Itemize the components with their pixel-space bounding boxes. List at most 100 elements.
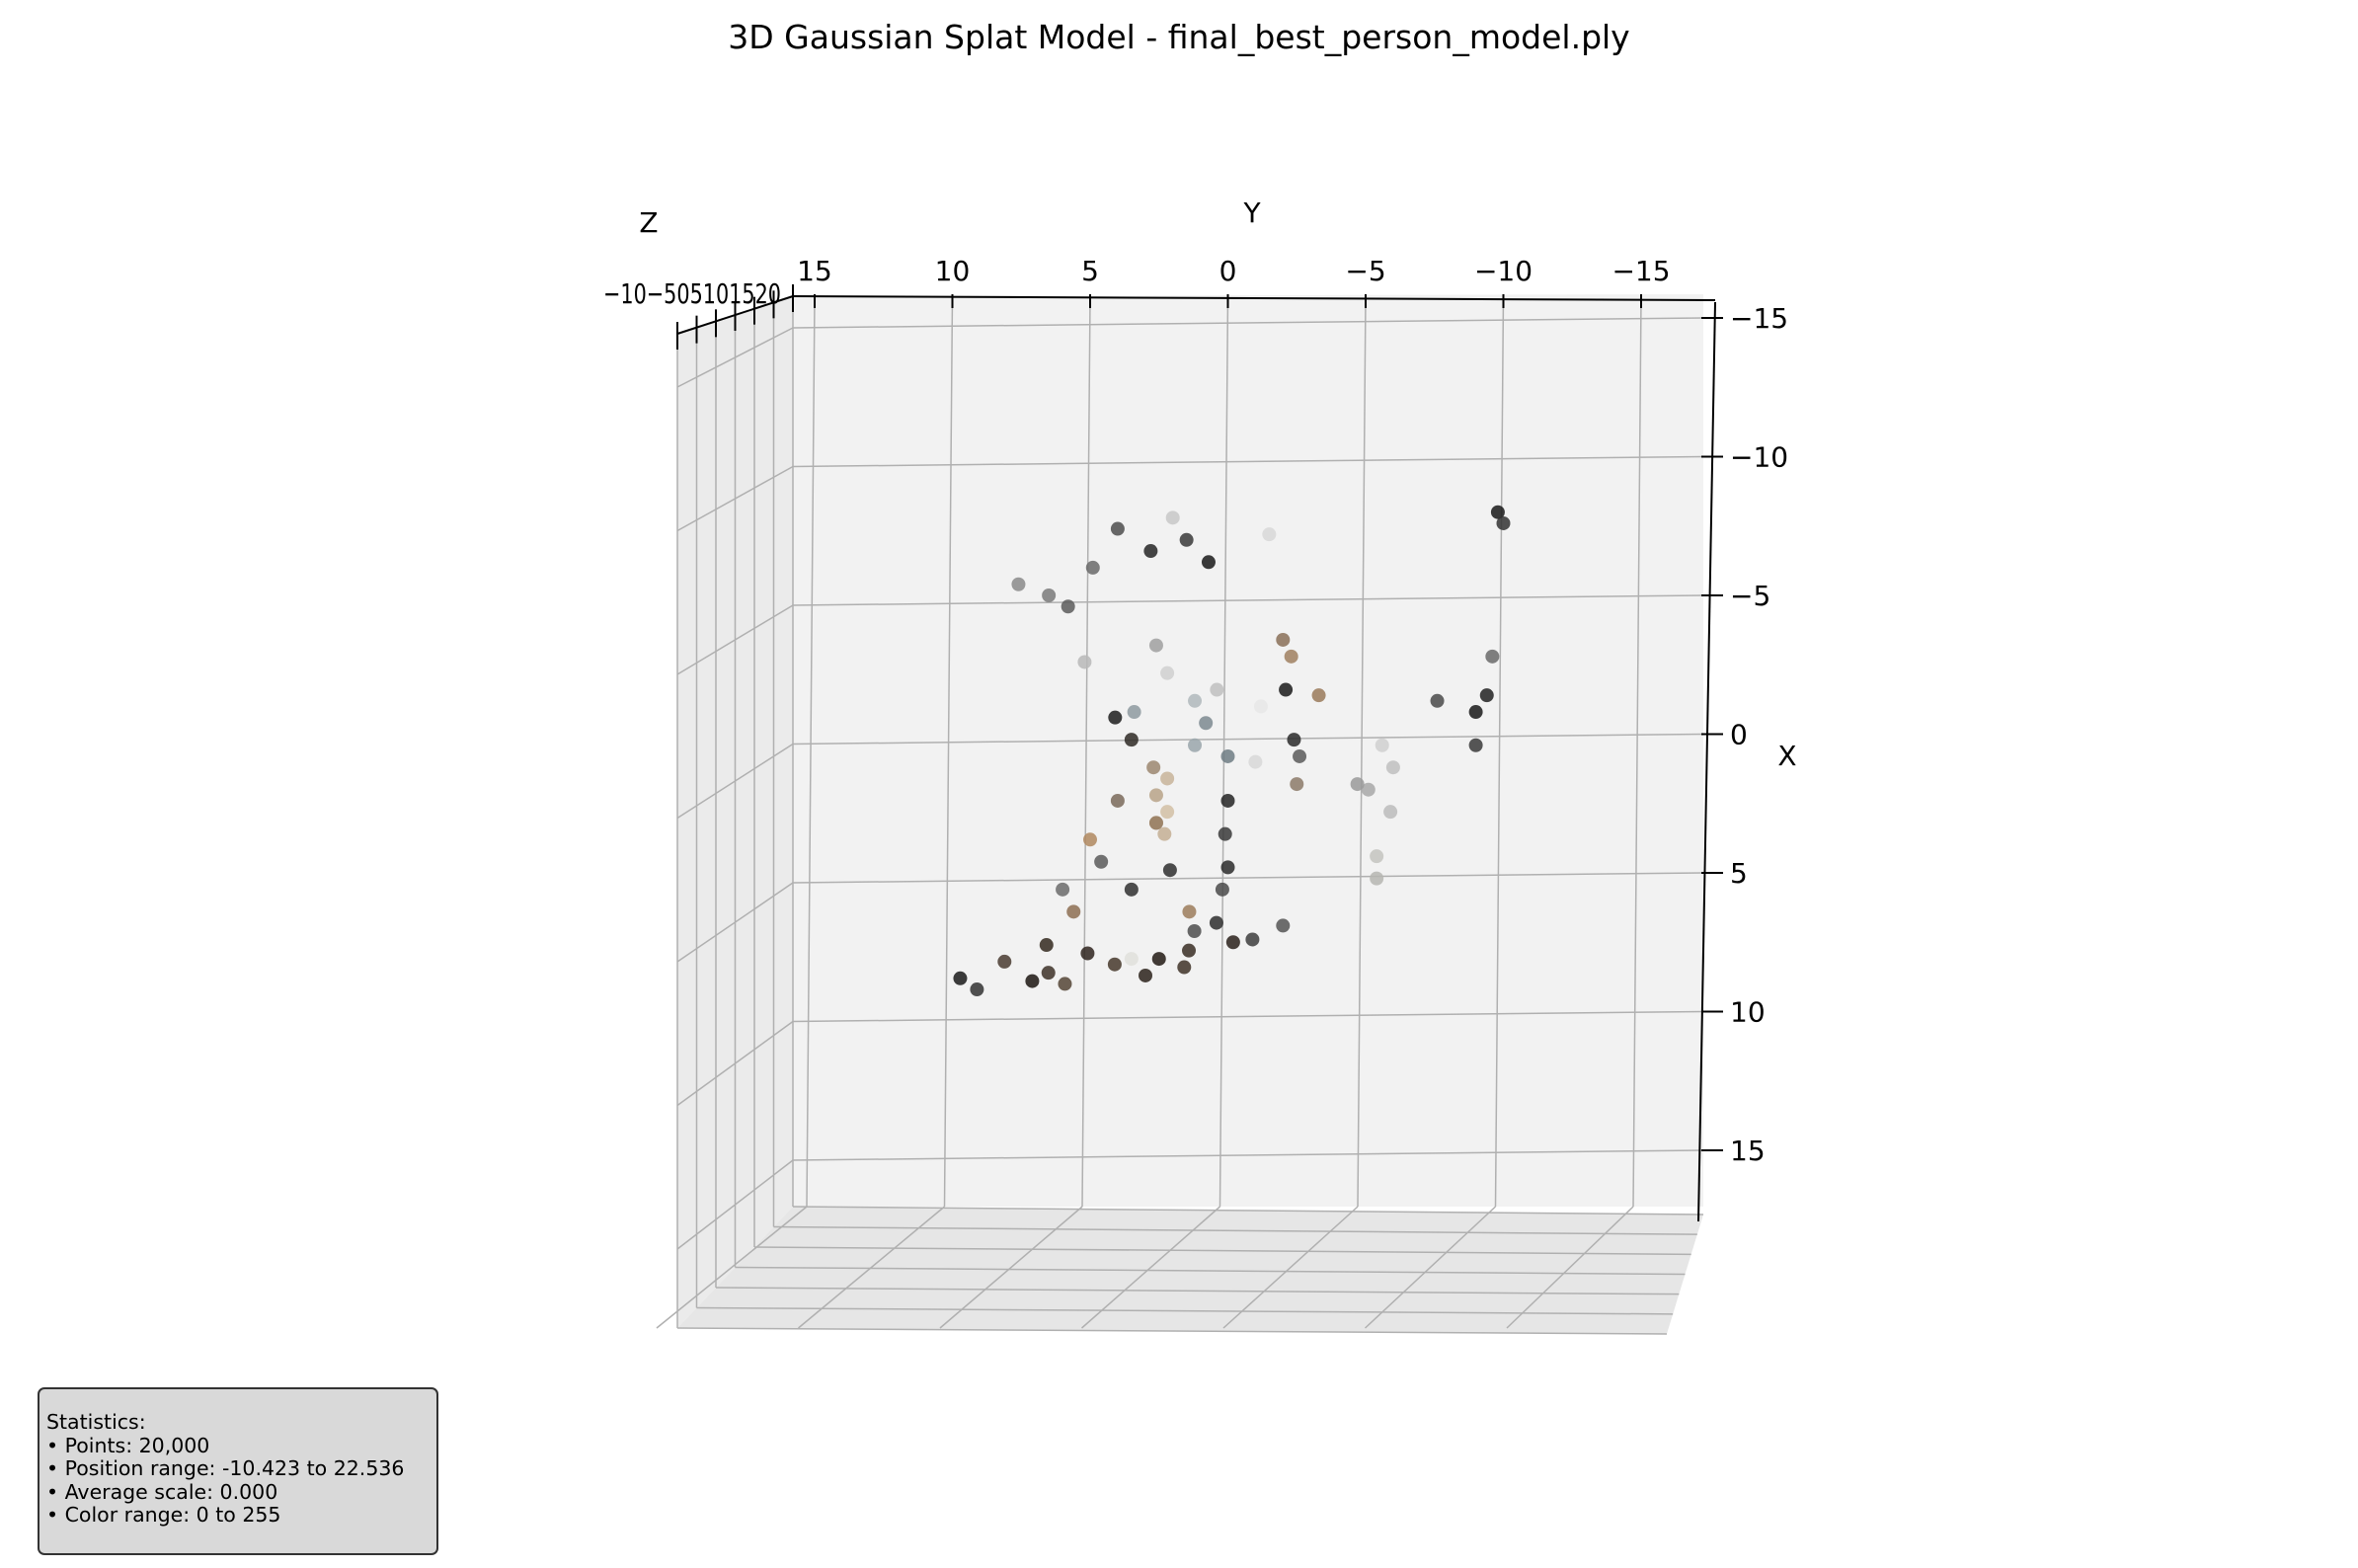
floor-grid-line <box>1506 1206 1634 1329</box>
data-point <box>1370 849 1384 864</box>
stats-position-range: • Position range: -10.423 to 22.536 <box>46 1456 405 1480</box>
grid-line-x <box>792 594 1704 606</box>
floor-grid-line <box>1081 1206 1220 1329</box>
grid-line-x <box>792 733 1704 745</box>
y-axis-label: Y <box>1242 196 1261 229</box>
x-tick-label: 10 <box>1730 996 1766 1029</box>
data-point <box>1215 882 1229 897</box>
x-tick-label: 5 <box>1730 857 1748 890</box>
stats-color-range: • Color range: 0 to 255 <box>46 1503 281 1527</box>
y-tick-label: 15 <box>797 255 832 287</box>
data-point <box>1179 532 1194 547</box>
floor-grid-line <box>939 1206 1083 1329</box>
data-point <box>1276 632 1291 647</box>
data-point <box>1496 515 1511 530</box>
data-point <box>1094 854 1109 869</box>
x-tick-label: −15 <box>1730 302 1788 335</box>
grid-line-y <box>1632 295 1642 1208</box>
grid-line-y <box>806 295 816 1208</box>
data-point <box>1182 904 1197 919</box>
y-tick-label: 5 <box>1081 255 1099 287</box>
grid-line-y <box>1081 295 1091 1208</box>
data-point <box>1218 826 1232 841</box>
data-point <box>1080 946 1095 961</box>
data-point <box>1124 882 1139 897</box>
floor-depth-line <box>696 1306 1674 1315</box>
data-point <box>1220 860 1235 875</box>
grid-line-x <box>792 455 1704 468</box>
floor-depth-line <box>676 1327 1668 1335</box>
data-point <box>1151 952 1166 967</box>
data-point <box>1485 649 1500 664</box>
data-point <box>1165 510 1180 525</box>
data-point <box>1160 805 1175 820</box>
data-point <box>1061 599 1075 614</box>
data-point <box>1201 555 1216 570</box>
data-point <box>1107 957 1122 972</box>
y-tick-label: −5 <box>1345 255 1385 287</box>
chart-title: 3D Gaussian Splat Model - final_best_per… <box>728 18 1630 56</box>
grid-line-x <box>792 872 1704 884</box>
data-point <box>1042 588 1057 602</box>
data-point <box>1490 505 1505 519</box>
data-point <box>1468 738 1483 752</box>
data-point <box>1350 777 1365 792</box>
x-tick-label: 15 <box>1730 1135 1766 1167</box>
axis-panes <box>677 294 1703 1334</box>
floor-depth-line <box>773 1225 1697 1235</box>
data-point <box>1139 968 1153 982</box>
x-tick-label: 0 <box>1730 719 1748 751</box>
data-point <box>1177 960 1192 975</box>
data-point <box>970 982 984 997</box>
y-tick-label: −10 <box>1474 255 1533 287</box>
data-point <box>1182 943 1197 958</box>
statistics-box: Statistics: • Points: 20,000 • Position … <box>38 1387 438 1555</box>
data-point <box>1279 682 1294 697</box>
data-point <box>1430 693 1445 708</box>
floor-grid-line <box>1222 1206 1359 1329</box>
data-point <box>1148 638 1163 653</box>
floor-grid-line <box>798 1206 945 1329</box>
data-point <box>1124 952 1139 967</box>
grid-line-y <box>943 295 954 1208</box>
data-point <box>1276 918 1291 933</box>
data-point <box>1311 688 1326 703</box>
stats-average-scale: • Average scale: 0.000 <box>46 1479 278 1504</box>
data-point <box>1083 832 1097 847</box>
data-point <box>1370 871 1384 886</box>
x-tick-label: −5 <box>1730 580 1770 612</box>
data-point <box>1110 521 1125 536</box>
floor-depth-line <box>753 1246 1691 1256</box>
data-point <box>1110 793 1125 808</box>
data-point <box>1210 682 1224 697</box>
floor-depth-line <box>735 1266 1686 1276</box>
data-point <box>1479 688 1494 703</box>
grid-lines <box>656 295 1704 1335</box>
data-point <box>1077 655 1092 669</box>
data-point <box>1220 793 1235 808</box>
data-point <box>1108 710 1123 725</box>
x-axis-label: X <box>1777 740 1796 772</box>
data-point <box>1199 716 1214 731</box>
data-point <box>1187 924 1202 939</box>
stats-points: • Points: 20,000 <box>46 1433 210 1457</box>
data-point <box>1148 788 1163 803</box>
grid-line-x <box>792 1010 1704 1023</box>
data-point <box>1160 666 1175 680</box>
data-point <box>1284 649 1298 664</box>
axis-labels: 15 10 5 0 −5 −10 −15 −15 −10 −5 0 5 10 15 −10−50510152… <box>603 196 1797 1167</box>
x-tick-label: −10 <box>1730 441 1788 474</box>
data-point <box>1056 882 1070 897</box>
data-point <box>1253 699 1268 714</box>
grid-line-x <box>792 1149 1704 1161</box>
scatter-3d-plot[interactable]: 15 10 5 0 −5 −10 −15 −15 −10 −5 0 5 10 15 −10−50510152… <box>0 0 2358 1382</box>
y-axis-line <box>792 295 1716 301</box>
data-point <box>1385 760 1400 775</box>
data-point <box>1287 733 1301 747</box>
floor-depth-line <box>715 1287 1680 1295</box>
data-point <box>1039 938 1054 953</box>
data-point <box>1293 748 1307 763</box>
data-point <box>1188 693 1203 708</box>
stats-heading: Statistics: <box>46 1410 146 1434</box>
data-point <box>1248 754 1263 769</box>
